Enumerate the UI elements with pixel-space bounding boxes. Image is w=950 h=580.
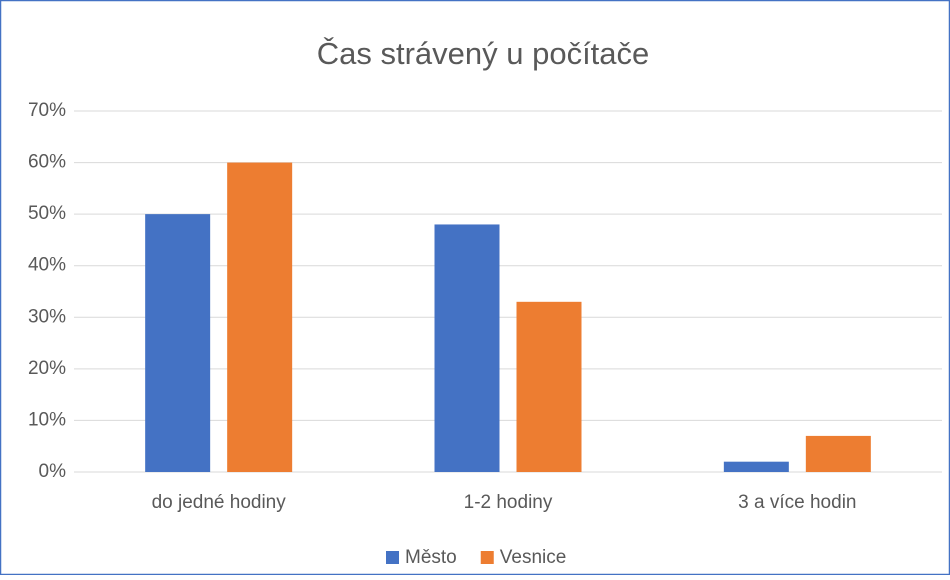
- y-tick-label: 30%: [28, 306, 66, 327]
- y-tick-label: 0%: [39, 461, 67, 482]
- y-tick-label: 20%: [28, 358, 66, 379]
- legend-label: Vesnice: [500, 547, 567, 568]
- bar: [805, 435, 871, 472]
- y-tick-label: 60%: [28, 152, 66, 173]
- y-tick-label: 50%: [28, 203, 66, 224]
- y-tick-label: 10%: [28, 409, 66, 430]
- bar: [723, 461, 789, 472]
- legend-label: Město: [405, 547, 457, 568]
- y-tick-label: 70%: [28, 100, 66, 121]
- legend-swatch: [480, 551, 494, 564]
- bar: [145, 214, 211, 472]
- x-tick-label: 1-2 hodiny: [464, 492, 553, 513]
- x-tick-label: 3 a více hodin: [738, 492, 856, 513]
- y-tick-label: 40%: [28, 255, 66, 276]
- legend-swatch: [386, 551, 399, 564]
- chart-title: Čas strávený u počítače: [317, 36, 650, 71]
- x-tick-label: do jedné hodiny: [152, 492, 287, 513]
- bar: [516, 301, 582, 472]
- bar: [227, 162, 293, 473]
- bar: [434, 224, 500, 472]
